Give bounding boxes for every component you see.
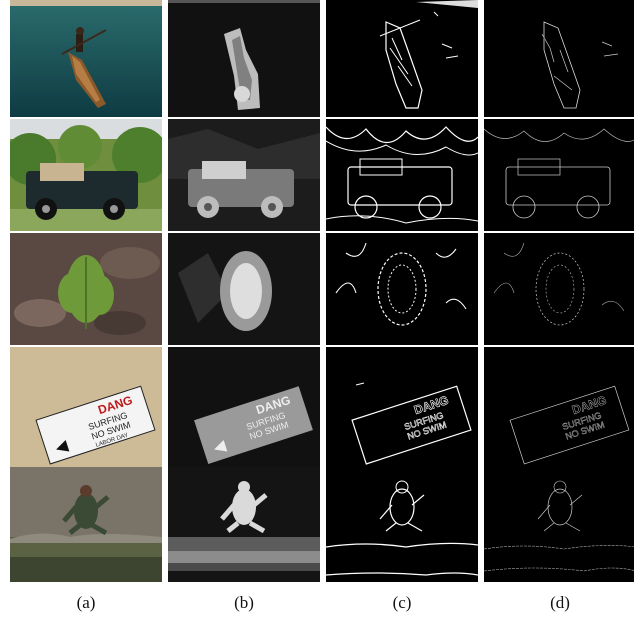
thin-edges-jumper: [484, 467, 634, 582]
thin-edges-jeep: [484, 119, 634, 231]
caption-c: (c): [392, 593, 412, 612]
thin-edges-plant: [484, 233, 634, 345]
edges-jumper: [326, 467, 478, 582]
map-sign: DANG SURFING NO SWIM: [168, 347, 320, 467]
map-boat: [168, 0, 320, 117]
caption-b: (b): [234, 593, 254, 612]
thin-edges-boat: [484, 0, 634, 117]
edges-sign: DANG SURFING NO SWIM: [326, 347, 478, 467]
map-jumper: [168, 467, 320, 582]
photo-plant: [10, 233, 162, 345]
map-plant: [168, 233, 320, 345]
thin-edges-sign: DANG SURFING NO SWIM: [484, 347, 634, 467]
caption-d: (d): [550, 593, 570, 612]
photo-boat: [10, 0, 162, 117]
edges-plant: [326, 233, 478, 345]
caption-a: (a): [76, 593, 96, 612]
photo-jumper: [10, 467, 162, 582]
edges-jeep: [326, 119, 478, 231]
edges-boat: [326, 0, 478, 117]
photo-sign: DANG SURFING NO SWIM LABOR DAY: [10, 347, 162, 467]
photo-jeep: [10, 119, 162, 231]
map-jeep: [168, 119, 320, 231]
